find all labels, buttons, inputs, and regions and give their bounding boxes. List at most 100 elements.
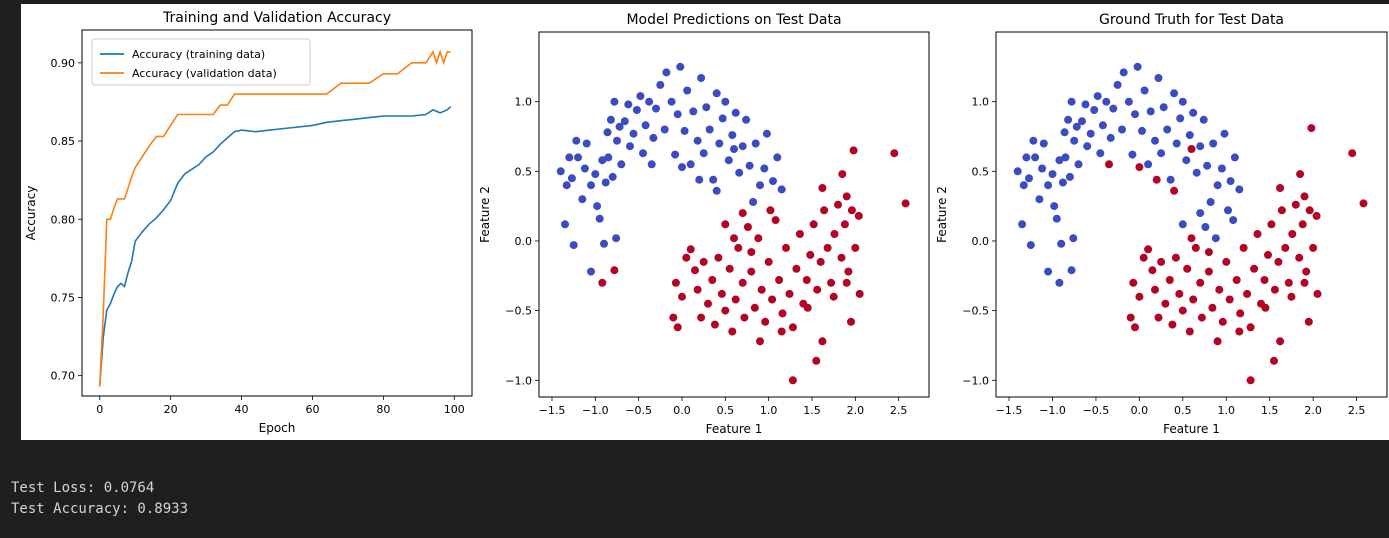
scatter-point bbox=[1038, 164, 1047, 173]
scatter-point bbox=[1070, 136, 1079, 145]
scatter-point bbox=[1203, 161, 1212, 170]
scatter-point bbox=[1204, 248, 1213, 257]
scatter-point bbox=[593, 202, 602, 211]
scatter-point bbox=[777, 185, 786, 194]
scatter-point bbox=[604, 153, 613, 162]
scatter-point bbox=[1220, 129, 1229, 138]
scatter-point bbox=[728, 327, 737, 336]
scatter-point bbox=[682, 253, 691, 262]
x-tick-label: 1.0 bbox=[760, 404, 778, 417]
scatter-point bbox=[778, 309, 787, 318]
scatter-point bbox=[1081, 100, 1090, 109]
scatter-point bbox=[837, 253, 846, 262]
scatter-point bbox=[1253, 230, 1262, 238]
scatter-point bbox=[1175, 289, 1184, 298]
scatter-point bbox=[1067, 266, 1076, 275]
test-loss-text: Test Loss: 0.0764 bbox=[11, 480, 155, 496]
x-tick-label: −1.0 bbox=[1039, 404, 1066, 417]
scatter-point bbox=[1239, 243, 1248, 252]
scatter-point bbox=[847, 206, 856, 215]
scatter-point bbox=[1057, 239, 1066, 248]
scatter-point bbox=[830, 230, 839, 238]
scatter-point bbox=[738, 278, 747, 287]
scatter-point bbox=[834, 200, 842, 209]
scatter-point bbox=[1197, 313, 1206, 322]
scatter-point bbox=[1235, 185, 1244, 194]
scatter-point bbox=[1157, 149, 1166, 158]
x-tick-label: 100 bbox=[444, 403, 465, 416]
scatter-point bbox=[1133, 62, 1142, 71]
scatter-point bbox=[693, 136, 702, 145]
scatter-point bbox=[601, 178, 610, 187]
axes-frame bbox=[81, 29, 473, 397]
chart-title: Ground Truth for Test Data bbox=[1099, 12, 1284, 28]
scatter-point bbox=[613, 136, 621, 145]
scatter-point bbox=[1152, 175, 1161, 184]
axes-frame bbox=[995, 31, 1388, 398]
scatter-point bbox=[624, 100, 633, 109]
scatter-point bbox=[1146, 107, 1155, 116]
scatter-point bbox=[1144, 160, 1153, 169]
scatter-point bbox=[734, 243, 743, 252]
scatter-point bbox=[1086, 129, 1095, 138]
scatter-point bbox=[1304, 317, 1313, 326]
scatter-point bbox=[1189, 295, 1198, 304]
scatter-point bbox=[718, 114, 727, 123]
scatter-point bbox=[1291, 200, 1300, 209]
scatter-point bbox=[591, 170, 600, 179]
scatter-point bbox=[1083, 142, 1092, 151]
scatter-point bbox=[1168, 320, 1177, 329]
scatter-point bbox=[1018, 220, 1027, 229]
scatter-point bbox=[1159, 103, 1168, 112]
x-tick-label: −1.5 bbox=[996, 404, 1023, 417]
scatter-point bbox=[1206, 198, 1215, 206]
scatter-point bbox=[756, 337, 764, 346]
scatter-point bbox=[705, 125, 714, 134]
scatter-point bbox=[641, 121, 650, 130]
scatter-point bbox=[792, 264, 801, 273]
chart-title: Training and Validation Accuracy bbox=[162, 10, 391, 26]
scatter-point bbox=[587, 181, 595, 190]
scatter-point bbox=[1201, 223, 1210, 231]
scatter-point bbox=[673, 323, 682, 332]
scatter-point bbox=[795, 230, 804, 238]
scatter-point bbox=[574, 153, 582, 162]
scatter-point bbox=[572, 136, 581, 145]
y-tick-label: −0.5 bbox=[962, 305, 989, 318]
scatter-point bbox=[728, 131, 737, 140]
scatter-point bbox=[1105, 160, 1113, 169]
scatter-point bbox=[1140, 86, 1149, 95]
scatter-point bbox=[647, 160, 656, 169]
scatter-point bbox=[855, 289, 864, 298]
scatter-point bbox=[708, 276, 717, 284]
axes-frame bbox=[538, 31, 930, 398]
scatter-point bbox=[1113, 80, 1122, 89]
scatter-point bbox=[569, 241, 578, 250]
scatter-point bbox=[775, 276, 784, 284]
scatter-point bbox=[1225, 295, 1234, 304]
scatter-point bbox=[766, 206, 775, 215]
scatter-point bbox=[1307, 124, 1316, 133]
scatter-point bbox=[1170, 89, 1179, 98]
scatter-point bbox=[686, 160, 695, 169]
plot-area bbox=[98, 49, 452, 387]
scatter-point bbox=[598, 156, 607, 165]
plot-area bbox=[556, 62, 910, 385]
scatter-point bbox=[1096, 149, 1105, 158]
scatter-point bbox=[1348, 149, 1357, 158]
scatter-point bbox=[1058, 178, 1067, 187]
scatter-point bbox=[721, 97, 730, 106]
scatter-point bbox=[1039, 139, 1048, 148]
scatter-point bbox=[840, 220, 849, 229]
scatter-point bbox=[1129, 278, 1138, 287]
scatter-point bbox=[626, 142, 634, 151]
scatter-point bbox=[842, 192, 851, 201]
scatter-point bbox=[565, 153, 574, 162]
scatter-point bbox=[656, 80, 665, 89]
scatter-point bbox=[756, 181, 764, 190]
scatter-point bbox=[1359, 199, 1368, 208]
scatter-point bbox=[1019, 181, 1028, 190]
scatter-point bbox=[813, 285, 822, 294]
scatter-point bbox=[1230, 153, 1239, 162]
scatter-point bbox=[721, 220, 730, 229]
